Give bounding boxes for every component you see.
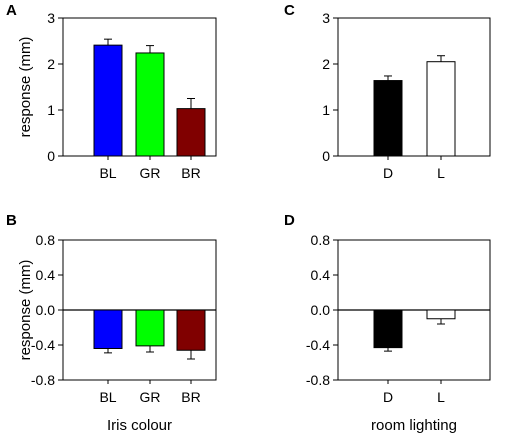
y-tick-label: 0.4	[311, 267, 331, 283]
y-tick-label: 0.0	[36, 302, 56, 318]
x-tick-label: BL	[99, 389, 116, 405]
x-tick-label: GR	[140, 165, 161, 181]
y-axis-title: response (mm)	[17, 37, 34, 138]
x-tick-label: BR	[181, 389, 200, 405]
y-tick-label: -0.8	[31, 372, 55, 388]
x-tick-label: BL	[99, 165, 116, 181]
bar-gr	[135, 52, 165, 157]
y-tick-label: 1	[47, 102, 55, 118]
y-tick-label: 3	[322, 10, 330, 26]
y-tick-label: 3	[47, 10, 55, 26]
bar-l	[426, 309, 456, 320]
panel-letter: D	[284, 212, 295, 229]
bar-bl	[93, 309, 123, 349]
y-tick-label: -0.8	[306, 372, 330, 388]
y-tick-label: 0.0	[311, 302, 331, 318]
x-tick-label: L	[437, 165, 445, 181]
panel-c: C 0 1 2 3 D L	[284, 2, 491, 181]
bar-br	[176, 108, 206, 157]
x-tick-label: GR	[140, 389, 161, 405]
panel-letter: A	[6, 2, 17, 19]
panel-letter: C	[284, 2, 295, 19]
x-tick-label: D	[383, 389, 393, 405]
y-tick-label: 0.4	[36, 267, 56, 283]
y-tick-label: 0.8	[311, 232, 331, 248]
y-axis-title: response (mm)	[17, 260, 34, 361]
y-tick-label: 1	[322, 102, 330, 118]
x-axis-title: Iris colour	[107, 417, 172, 434]
y-tick-label: 2	[322, 56, 330, 72]
y-tick-label: 0.8	[36, 232, 56, 248]
x-tick-label: D	[383, 165, 393, 181]
x-tick-label: BR	[181, 165, 200, 181]
y-tick-label: 0	[322, 148, 330, 164]
y-tick-label: 2	[47, 56, 55, 72]
panel-b: B -0.8 -0.4 0.0 0.4 0.8 BL GR BR response (mm) Iri…	[6, 212, 217, 434]
bar-d	[373, 80, 403, 157]
bar-gr	[135, 309, 165, 347]
bar-d	[373, 309, 403, 349]
x-tick-label: L	[437, 389, 445, 405]
plot-frame	[337, 17, 491, 157]
panel-letter: B	[6, 212, 17, 229]
y-tick-label: 0	[47, 148, 55, 164]
panel-a: A 0 1 2 3 BL GR BR response (mm)	[6, 2, 217, 181]
x-axis-title: room lighting	[371, 417, 457, 434]
bar-bl	[93, 44, 123, 157]
bar-br	[176, 309, 206, 351]
y-tick-label: -0.4	[31, 337, 55, 353]
bar-l	[426, 61, 456, 157]
y-tick-label: -0.4	[306, 337, 330, 353]
